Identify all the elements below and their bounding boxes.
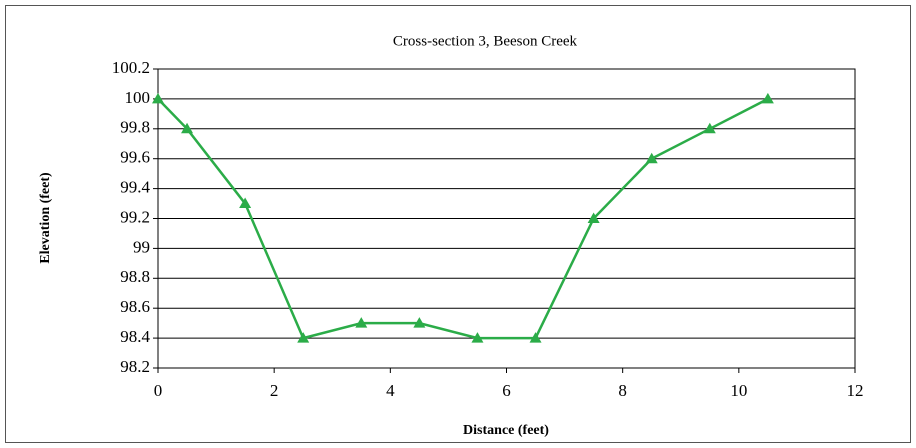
y-tick-label: 98.6	[120, 297, 150, 316]
y-tick-label: 98.8	[120, 267, 150, 286]
x-axis-label: Distance (feet)	[463, 423, 549, 438]
y-tick-label: 99.2	[120, 207, 150, 226]
y-tick-label: 99	[133, 237, 150, 256]
marker	[645, 152, 658, 164]
chart-frame	[5, 5, 911, 443]
x-tick-label: 6	[502, 381, 511, 400]
marker	[471, 332, 484, 343]
marker	[761, 92, 774, 104]
y-tick-label: 98.4	[120, 327, 150, 346]
y-tick-label: 100.2	[112, 58, 150, 77]
y-tick-label: 99.8	[120, 118, 150, 137]
marker	[413, 317, 426, 328]
y-tick-label: 98.2	[120, 357, 150, 376]
y-tick-label: 99.6	[120, 148, 150, 167]
x-tick-label: 0	[154, 381, 163, 400]
x-tick-label: 4	[386, 381, 395, 400]
marker	[297, 332, 310, 343]
chart-title: Cross-section 3, Beeson Creek	[393, 33, 578, 49]
series-line	[157, 97, 769, 340]
x-tick-label: 10	[730, 381, 747, 400]
plot-border	[157, 68, 856, 369]
marker	[355, 317, 368, 328]
y-axis-label: Elevation (feet)	[38, 172, 53, 264]
x-tick-label: 2	[270, 381, 279, 400]
marker	[703, 122, 716, 134]
marker	[239, 197, 252, 209]
x-tick-label: 12	[847, 381, 864, 400]
y-tick-label: 100	[125, 88, 151, 107]
x-tick-label: 8	[618, 381, 627, 400]
y-tick-label: 99.4	[120, 178, 150, 197]
marker	[529, 332, 542, 343]
marker	[152, 92, 164, 104]
marker	[181, 122, 194, 134]
marker	[587, 212, 600, 223]
